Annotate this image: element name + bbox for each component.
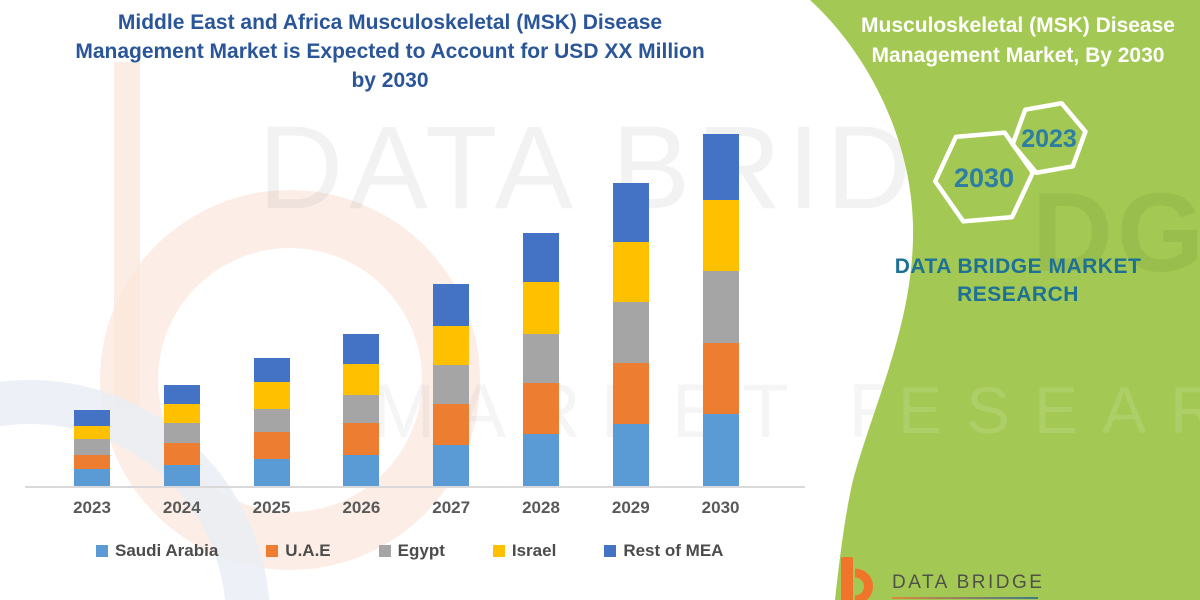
green-panel-brand-line-1: DATA BRIDGE MARKET bbox=[894, 255, 1142, 278]
chart-title-line-3: by 2030 bbox=[351, 69, 429, 92]
x-axis-label-2028: 2028 bbox=[522, 498, 560, 517]
green-panel-path bbox=[810, 0, 1200, 600]
x-axis-label-2029: 2029 bbox=[611, 498, 650, 517]
bar-segment-saudi-arabia bbox=[702, 414, 739, 486]
bar-segment-u-a-e bbox=[523, 383, 559, 434]
bar-segment-egypt bbox=[523, 334, 559, 383]
chart-title-line-2: Management Market is Expected to Account… bbox=[75, 40, 705, 63]
dbmr-logo-rule bbox=[892, 597, 1038, 599]
green-panel-heading-line-2: Management Market, By 2030 bbox=[871, 44, 1165, 67]
bar-segment-rest-of-mea bbox=[523, 233, 559, 282]
legend-label: Rest of MEA bbox=[623, 541, 724, 560]
bar-segment-rest-of-mea bbox=[702, 134, 739, 200]
bar-segment-saudi-arabia bbox=[612, 424, 649, 486]
bar-segment-saudi-arabia bbox=[343, 455, 380, 486]
bar-segment-egypt bbox=[612, 302, 649, 363]
dbmr-logo-text: DATA BRIDGE MARKET RESEARCH bbox=[892, 572, 1059, 600]
dbmr-logo: DATA BRIDGE MARKET RESEARCH bbox=[838, 556, 1059, 600]
legend-label: Israel bbox=[511, 541, 557, 560]
bar-segment-u-a-e bbox=[612, 363, 649, 424]
hexagon-2030 bbox=[932, 130, 1036, 224]
green-panel-heading: Musculoskeletal (MSK) Disease Management… bbox=[848, 11, 1188, 71]
green-panel-brand: DATA BRIDGE MARKET RESEARCH bbox=[848, 253, 1188, 309]
bar-segment-u-a-e bbox=[702, 343, 739, 414]
bar-2028 bbox=[523, 233, 559, 486]
x-axis-label-2030: 2030 bbox=[701, 498, 740, 517]
green-panel-brand-line-2: RESEARCH bbox=[957, 283, 1079, 306]
dbmr-logo-mark bbox=[841, 557, 873, 600]
bar-segment-israel bbox=[702, 200, 739, 271]
bar-segment-egypt bbox=[702, 271, 739, 343]
legend-marker bbox=[492, 545, 505, 557]
legend-item-rest-of-mea: Rest of MEA bbox=[604, 541, 723, 561]
hexagon-2030-label: 2030 bbox=[954, 163, 1014, 193]
bar-2030 bbox=[702, 134, 739, 486]
chart-title: Middle East and Africa Musculoskeletal (… bbox=[20, 8, 760, 95]
bar-segment-saudi-arabia bbox=[163, 465, 200, 486]
bar-segment-u-a-e bbox=[343, 423, 380, 455]
bar-2026 bbox=[343, 334, 380, 486]
bar-segment-egypt bbox=[163, 423, 200, 443]
hexagon-2023 bbox=[1010, 101, 1088, 175]
bar-2029 bbox=[612, 183, 649, 486]
bar-segment-egypt bbox=[343, 395, 380, 423]
plot-area bbox=[25, 120, 805, 488]
chart-title-line-1: Middle East and Africa Musculoskeletal (… bbox=[117, 11, 663, 34]
bar-segment-u-a-e bbox=[163, 443, 200, 465]
bar-segment-saudi-arabia bbox=[523, 434, 559, 486]
green-panel-heading-line-1: Musculoskeletal (MSK) Disease bbox=[861, 14, 1175, 37]
hexagon-2023-label: 2023 bbox=[1021, 125, 1077, 153]
bar-segment-rest-of-mea bbox=[253, 358, 290, 382]
legend-marker bbox=[604, 545, 617, 557]
bar-segment-rest-of-mea bbox=[343, 334, 380, 364]
bar-segment-israel bbox=[612, 242, 649, 302]
dbmr-logo-name: DATA BRIDGE bbox=[892, 572, 1045, 593]
bar-segment-israel bbox=[343, 364, 380, 395]
bar-segment-israel bbox=[523, 282, 559, 334]
legend-item-israel: Israel bbox=[492, 541, 557, 561]
bar-segment-rest-of-mea bbox=[612, 183, 649, 242]
